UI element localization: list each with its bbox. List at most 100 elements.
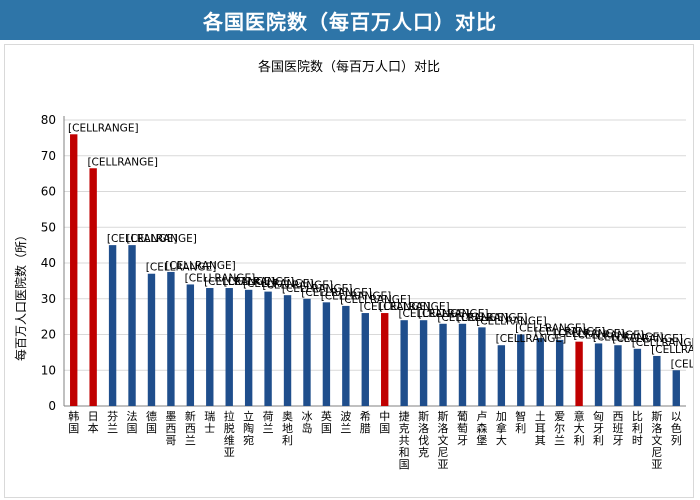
bar — [458, 323, 467, 406]
x-tick-label: 智利 — [515, 409, 526, 435]
data-label: [CELLRANGE] — [146, 262, 217, 274]
chart-title: 各国医院数（每百万人口）对比 — [258, 59, 440, 75]
bar — [653, 355, 661, 406]
bar — [614, 345, 622, 406]
bar — [283, 295, 292, 406]
x-tick-label: 土耳其 — [535, 410, 546, 447]
x-tick-label: 斯洛文尼亚 — [651, 410, 662, 471]
chart-frame: 各国医院数（每百万人口）对比 每百万人口医院数（所） [CELLRANGE] [C… — [4, 44, 694, 498]
x-tick-label: 希腊 — [360, 409, 371, 435]
bar-chart: 各国医院数（每百万人口）对比 每百万人口医院数（所） [CELLRANGE][C… — [13, 59, 693, 471]
y-tick-label: 10 — [41, 363, 56, 377]
bar — [672, 370, 680, 406]
y-tick-label: 60 — [41, 185, 56, 199]
data-label: [CELLRANGE] — [243, 278, 314, 290]
bar — [147, 273, 156, 406]
x-tick-label: 中国 — [379, 410, 390, 435]
x-tick-label: 意大利 — [574, 409, 585, 447]
data-label: [CELLRANGE] — [632, 337, 693, 349]
data-label: [CELLRANGE] — [165, 260, 236, 272]
bar — [89, 168, 97, 406]
bar — [419, 320, 428, 406]
x-tick-label: 斯洛伐克 — [418, 410, 429, 459]
bar — [497, 345, 506, 406]
y-tick-label: 50 — [41, 220, 56, 234]
bar — [128, 245, 136, 406]
data-label: [CELLRANGE] — [224, 276, 295, 288]
bar — [594, 343, 603, 406]
data-label: [CELLRANGE] — [340, 294, 411, 306]
data-label: [CELLRANGE] — [360, 301, 431, 313]
x-tick-label: 捷克共和国 — [399, 409, 410, 471]
bar — [342, 305, 350, 406]
bar — [206, 288, 214, 406]
x-tick-label: 荷兰 — [263, 410, 274, 435]
x-tick-label: 比利时 — [632, 410, 643, 447]
data-label: [CELLRANGE] — [107, 233, 178, 245]
x-tick-label: 西班牙 — [612, 410, 623, 447]
bar — [633, 348, 642, 406]
data-label: [CELLRANGE] — [321, 290, 392, 302]
y-tick-label: 30 — [41, 292, 56, 306]
x-tick-label: 奥地利 — [282, 409, 293, 447]
banner-title: 各国医院数（每百万人口）对比 — [0, 0, 700, 40]
x-tick-label: 瑞士 — [204, 409, 215, 435]
bar — [225, 288, 233, 406]
data-label: [CELLRANGE] — [671, 358, 693, 370]
data-label: [CELLRANGE] — [418, 308, 489, 320]
y-tick-label: 40 — [41, 256, 56, 270]
y-tick-label: 0 — [48, 399, 56, 413]
data-label: [CELLRANGE] — [301, 287, 372, 299]
bar — [555, 339, 564, 406]
bar — [536, 338, 544, 406]
x-tick-label: 爱尔兰 — [554, 410, 565, 447]
x-tick-label: 法国 — [127, 409, 138, 435]
data-label: [CELLRANGE] — [204, 276, 275, 288]
x-tick-label: 冰岛 — [301, 410, 312, 435]
bar — [400, 320, 408, 406]
bar — [439, 323, 447, 406]
bar — [303, 298, 311, 406]
data-label: [CELLRANGE] — [535, 326, 606, 338]
data-label: [CELLRANGE] — [651, 344, 693, 356]
banner-divider — [0, 40, 700, 44]
data-label: [CELLRANGE] — [262, 280, 333, 292]
data-label: [CELLRANGE] — [68, 122, 139, 134]
x-tick-label: 卢森堡 — [476, 410, 487, 447]
bars — [70, 134, 680, 407]
data-label: [CELLRANGE] — [437, 312, 508, 324]
tick-labels: 0 10 20 30 40 50 60 70 80 韩国日本芬兰法国德国墨西哥新西兰瑞士拉脱维亚立… — [41, 113, 682, 471]
data-label: [CELLRANGE] — [457, 312, 528, 324]
data-label: [CELLRANGE] — [398, 308, 469, 320]
x-tick-label: 韩国 — [68, 409, 79, 435]
x-tick-label: 新西兰 — [185, 409, 196, 447]
data-label: [CELLRANGE] — [87, 156, 158, 168]
x-tick-label: 日本 — [88, 410, 99, 435]
data-labels: [CELLRANGE][CELLRANGE][CELLRANGE][CELLRA… — [68, 122, 693, 370]
x-tick-label: 以色列 — [671, 410, 682, 447]
x-tick-label: 墨西哥 — [165, 410, 176, 447]
bar — [70, 134, 78, 407]
bar — [108, 245, 117, 406]
x-tick-label: 德国 — [146, 409, 157, 435]
bar — [575, 341, 583, 406]
data-label: [CELLRANGE] — [515, 323, 586, 335]
bar — [167, 271, 175, 406]
x-tick-label: 拉脱维亚 — [224, 409, 235, 459]
x-tick-label: 芬兰 — [107, 410, 118, 435]
data-label: [CELLRANGE] — [593, 331, 664, 343]
bar — [322, 302, 331, 406]
data-label: [CELLRANGE] — [126, 233, 197, 245]
data-label: [CELLRANGE] — [185, 272, 256, 284]
data-label: [CELLRANGE] — [612, 333, 683, 345]
data-label: [CELLRANGE] — [554, 328, 625, 340]
data-label: [CELLRANGE] — [496, 333, 567, 345]
x-tick-label: 匈牙利 — [593, 409, 604, 447]
x-tick-label: 斯洛文尼亚 — [438, 410, 449, 471]
data-label: [CELLRANGE] — [476, 315, 547, 327]
data-label: [CELLRANGE] — [573, 330, 644, 342]
bar — [381, 313, 389, 406]
y-tick-label: 20 — [41, 328, 56, 342]
y-tick-label: 70 — [41, 149, 56, 163]
bar — [361, 313, 369, 406]
